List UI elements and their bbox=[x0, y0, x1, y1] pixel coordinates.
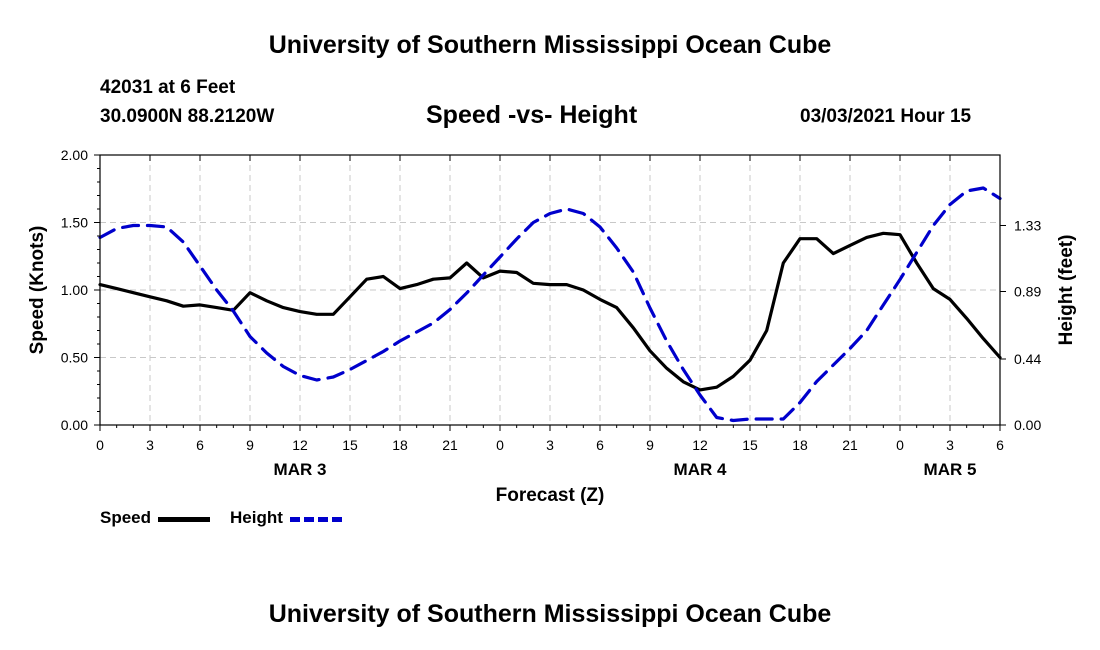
x-tick-label: 0 bbox=[96, 437, 104, 453]
y-tick-label: 1.50 bbox=[61, 215, 88, 231]
grid bbox=[100, 155, 1000, 425]
y2-tick-label: 0.89 bbox=[1014, 284, 1041, 300]
x-tick-label: 0 bbox=[496, 437, 504, 453]
legend-label-speed: Speed bbox=[100, 508, 152, 527]
x-tick-label: 15 bbox=[342, 437, 358, 453]
x-tick-label: 6 bbox=[196, 437, 204, 453]
labels: 0 3 6 9 12 15 18 21 0 3 6 9 12 15 18 21 0 3 6 0.00 0.50 1.00 1… bbox=[27, 147, 1077, 506]
y-axis-title: Speed (Knots) bbox=[27, 226, 48, 355]
axes bbox=[94, 154, 1006, 431]
footer-title: University of Southern Mississippi Ocean… bbox=[268, 600, 832, 628]
x-tick-label: 12 bbox=[292, 437, 308, 453]
date-label: MAR 5 bbox=[924, 460, 977, 479]
date-label: MAR 4 bbox=[674, 460, 727, 479]
x-tick-label: 18 bbox=[392, 437, 408, 453]
date-label: MAR 3 bbox=[274, 460, 327, 479]
x-axis-title: Forecast (Z) bbox=[496, 485, 605, 506]
x-tick-label: 9 bbox=[646, 437, 654, 453]
x-tick-label: 3 bbox=[146, 437, 154, 453]
legend-label-height: Height bbox=[230, 508, 283, 527]
y-tick-label: 0.50 bbox=[61, 350, 88, 366]
station-id: 42031 at 6 Feet bbox=[100, 77, 236, 98]
station-coordinates: 30.0900N 88.2120W bbox=[100, 106, 275, 127]
x-tick-label: 21 bbox=[842, 437, 858, 453]
x-tick-label: 0 bbox=[896, 437, 904, 453]
x-tick-label: 3 bbox=[546, 437, 554, 453]
x-tick-label: 6 bbox=[996, 437, 1004, 453]
x-tick-label: 3 bbox=[946, 437, 954, 453]
x-tick-label: 6 bbox=[596, 437, 604, 453]
plot-frame bbox=[99, 154, 1001, 426]
y2-tick-label: 0.00 bbox=[1014, 417, 1041, 433]
y-tick-label: 2.00 bbox=[61, 147, 88, 163]
y2-tick-label: 0.44 bbox=[1014, 351, 1041, 367]
y2-tick-label: 1.33 bbox=[1014, 218, 1041, 234]
legend-swatch-speed bbox=[158, 517, 210, 522]
run-time: 03/03/2021 Hour 15 bbox=[800, 106, 972, 127]
y-tick-label: 0.00 bbox=[61, 417, 88, 433]
x-tick-label: 9 bbox=[246, 437, 254, 453]
x-tick-label: 12 bbox=[692, 437, 708, 453]
plot-title: Speed -vs- Height bbox=[426, 101, 638, 129]
y2-axis-title: Height (feet) bbox=[1056, 235, 1077, 346]
series-line-speed bbox=[98, 231, 1002, 392]
x-tick-label: 21 bbox=[442, 437, 458, 453]
x-tick-label: 15 bbox=[742, 437, 758, 453]
series-layer bbox=[98, 186, 1002, 423]
y-tick-label: 1.00 bbox=[61, 282, 88, 298]
x-tick-label: 18 bbox=[792, 437, 808, 453]
series-line-height bbox=[98, 186, 1002, 423]
chart-title: University of Southern Mississippi Ocean… bbox=[268, 31, 832, 59]
legend-swatch-height bbox=[290, 517, 342, 522]
